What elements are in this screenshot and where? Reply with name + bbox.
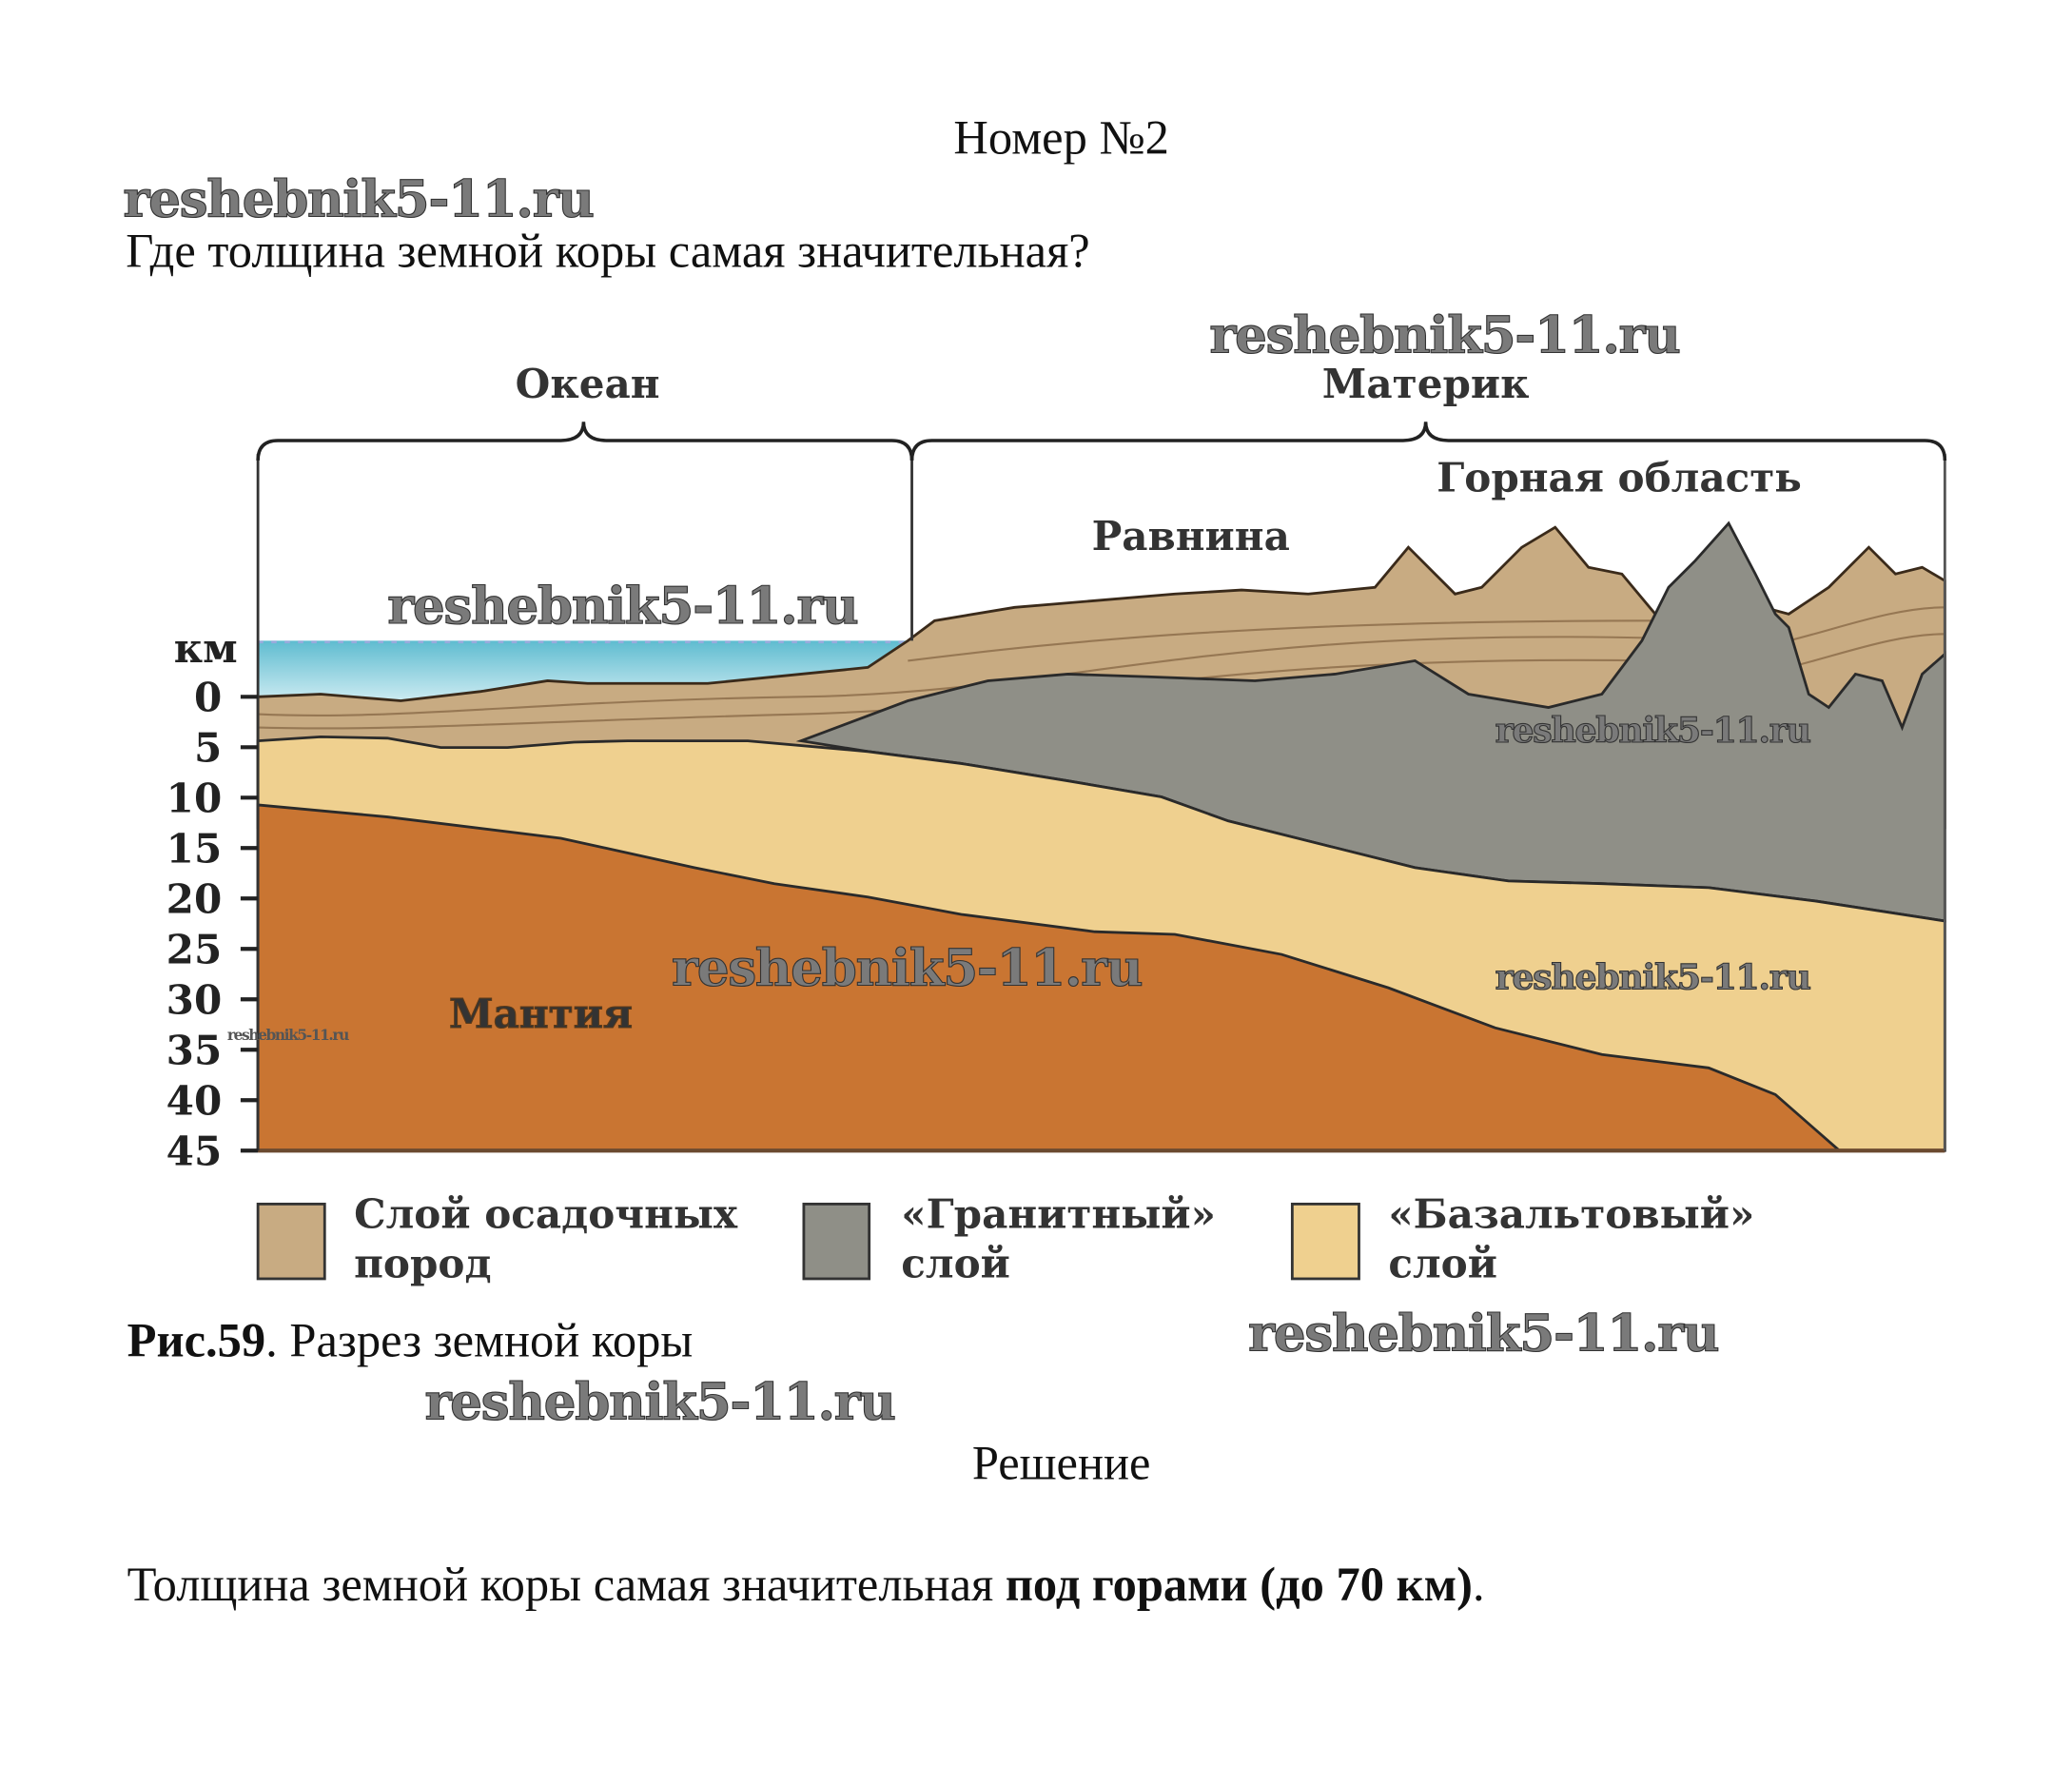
axis-tick-label: 45 (166, 1128, 223, 1175)
ocean-label: Океан (516, 360, 660, 407)
mantle-label: Мантия (449, 990, 633, 1037)
crust-section-diagram: Океан Материк Горная область Равнина Ман… (166, 360, 1947, 1175)
axis-tick-label: 25 (166, 926, 223, 973)
axis-tick-label: 40 (166, 1077, 223, 1125)
continent-label: Материк (1322, 360, 1530, 407)
axis-tick-label: 0 (194, 674, 222, 721)
answer: Толщина земной коры самая значительная п… (127, 1558, 1485, 1611)
legend: Слой осадочных пород «Гранитный» слой «Б… (256, 1190, 1754, 1287)
caption-number: Рис.59 (127, 1313, 265, 1366)
axis-unit: км (174, 624, 238, 672)
legend-label: пород (354, 1240, 491, 1287)
legend-label: Слой осадочных (354, 1190, 738, 1238)
watermark: reshebnik5-11.ru (1495, 710, 1811, 751)
legend-swatch-granite (802, 1202, 871, 1281)
question: Где толщина земной коры самая значительн… (126, 225, 1089, 278)
ocean-brace (256, 422, 914, 461)
axis-tick-label: 30 (166, 976, 223, 1024)
answer-suffix: . (1473, 1558, 1485, 1611)
watermark: reshebnik5-11.ru (227, 1027, 349, 1044)
legend-swatch-basalt (1290, 1202, 1360, 1281)
watermark: reshebnik5-11.ru (1209, 304, 1679, 364)
watermark: reshebnik5-11.ru (1495, 957, 1811, 998)
mountain-label: Горная область (1437, 453, 1802, 500)
axis-tick-label: 5 (194, 724, 222, 772)
axis-tick-label: 10 (166, 775, 223, 822)
axis-tick-label: 15 (166, 825, 223, 873)
page-title: Номер №2 (953, 110, 1168, 164)
legend-label: «Базальтовый» (1388, 1190, 1754, 1238)
legend-label: слой (1388, 1240, 1497, 1287)
watermark: reshebnik5-11.ru (1248, 1304, 1718, 1364)
figure-caption: Рис.59. Разрез земной коры (127, 1313, 694, 1366)
watermark: reshebnik5-11.ru (387, 576, 857, 636)
legend-label: слой (901, 1240, 1010, 1287)
plain-label: Равнина (1092, 512, 1290, 559)
watermark: reshebnik5-11.ru (424, 1371, 894, 1431)
answer-prefix: Толщина земной коры самая значительная (127, 1558, 1006, 1611)
continent-brace (909, 422, 1947, 461)
watermark: reshebnik5-11.ru (672, 937, 1142, 997)
mantle-layer (256, 803, 1844, 1152)
axis-tick-label: 20 (166, 875, 223, 923)
watermark: reshebnik5-11.ru (123, 168, 593, 228)
legend-label: «Гранитный» (901, 1190, 1216, 1238)
answer-bold: под горами (до 70 км) (1006, 1558, 1473, 1611)
solution-title: Решение (972, 1436, 1151, 1489)
legend-swatch-sediment (256, 1202, 326, 1281)
axis-tick-label: 35 (166, 1027, 223, 1074)
caption-text: . Разрез земной коры (265, 1313, 693, 1366)
